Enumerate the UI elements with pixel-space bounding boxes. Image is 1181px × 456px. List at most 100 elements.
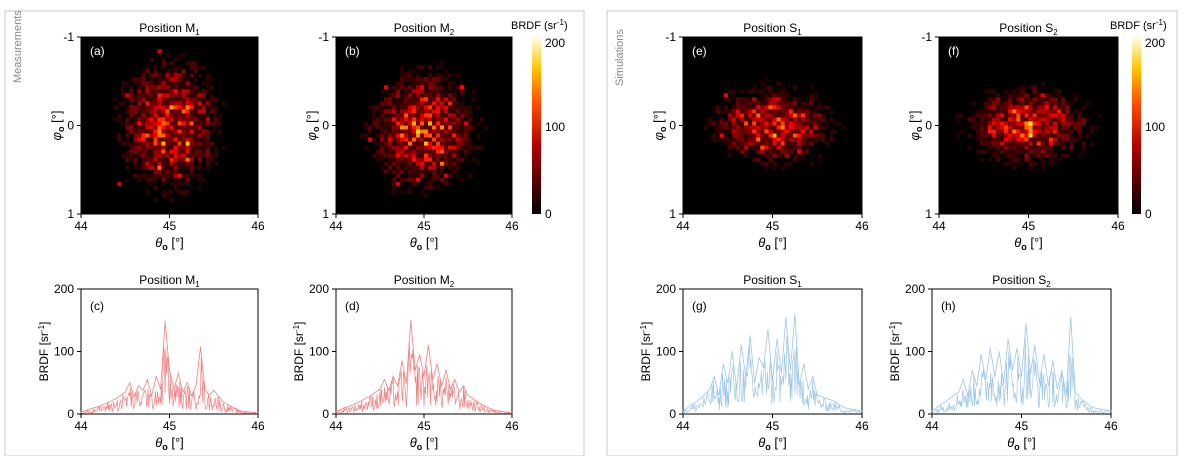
heatmap-cell [813, 109, 818, 114]
heatmap-cell [201, 93, 206, 98]
heatmap-cell [772, 161, 777, 167]
data-point [682, 410, 684, 412]
data-point [445, 369, 447, 371]
heatmap-cell [456, 133, 461, 138]
heatmap-cell [829, 117, 834, 122]
heatmap-cell [800, 117, 806, 122]
heatmap-cell [424, 137, 429, 142]
heatmap-cell [1056, 133, 1062, 138]
heatmap-cell [165, 73, 170, 78]
heatmap-cell [380, 145, 385, 150]
heatmap-cell [983, 121, 989, 126]
heatmap-cell [424, 105, 429, 110]
heatmap-cell [1004, 161, 1009, 167]
heatmap-cell [392, 129, 397, 134]
heatmap-cell [396, 153, 401, 158]
heatmap-cell [456, 141, 461, 146]
heatmap-cell [1040, 137, 1046, 142]
heatmap-cell [1020, 137, 1025, 142]
heatmap-cell [412, 169, 417, 175]
heatmap-cell [189, 169, 194, 175]
heatmap-cell [153, 133, 158, 138]
heatmap-cell [760, 93, 765, 98]
heatmap-cell [372, 117, 377, 122]
heatmap-cell [748, 125, 753, 130]
heatmap-cell [133, 93, 138, 98]
heatmap-cell [756, 109, 761, 114]
heatmap-cell [1032, 141, 1037, 146]
heatmap-cell [776, 125, 781, 130]
heatmap-cell [428, 157, 433, 162]
heatmap-cell [432, 173, 437, 179]
heatmap-cell [1065, 129, 1070, 134]
heatmap-cell [723, 141, 729, 146]
heatmap-cell [784, 117, 790, 122]
heatmap-cell [1056, 157, 1062, 162]
heatmap-cell [1052, 153, 1058, 158]
heatmap-cell [400, 113, 405, 118]
heatmap-cell [193, 69, 198, 74]
heatmap-cell [392, 105, 397, 110]
heatmap-cell [169, 133, 174, 138]
heatmap-cell [752, 97, 757, 102]
heatmap-cell [784, 109, 790, 114]
heatmap-cell [193, 165, 198, 171]
heatmap-cell [428, 141, 433, 146]
heatmap-cell [448, 113, 453, 118]
heatmap-cell [764, 93, 769, 98]
heatmap-cell [412, 149, 417, 154]
heatmap-cell [719, 129, 724, 134]
heatmap-cell [436, 173, 441, 179]
heatmap-cell [764, 153, 769, 158]
heatmap-cell [739, 145, 745, 150]
heatmap-cell [456, 105, 461, 110]
data-point [825, 397, 827, 399]
heatmap-cell [452, 145, 457, 150]
heatmap-cell [744, 109, 749, 114]
heatmap-cell [780, 153, 786, 158]
heatmap-cell [1024, 149, 1029, 154]
heatmap-cell [137, 121, 142, 126]
data-point [1047, 385, 1049, 387]
heatmap-cell [165, 101, 170, 106]
simulations-group-label: Simulations [614, 29, 626, 86]
heatmap-cell [1065, 133, 1070, 138]
colorbar-gradient [532, 37, 541, 214]
heatmap-cell [412, 85, 417, 90]
heatmap-cell [400, 129, 405, 134]
heatmap-cell [404, 153, 409, 158]
heatmap-cell [432, 105, 437, 110]
heatmap-cell [784, 93, 790, 98]
heatmap-cell [157, 117, 162, 122]
heatmap-cell [739, 129, 745, 134]
heatmap-cell [169, 197, 174, 203]
heatmap-cell [388, 85, 393, 90]
heatmap-cell [137, 101, 142, 106]
heatmap-cell [141, 77, 146, 82]
heatmap-cell [173, 145, 178, 150]
y-axis-label: φo [°] [304, 110, 321, 140]
heatmap-cell [959, 129, 964, 134]
heatmap-cell [1016, 137, 1021, 142]
heatmap-cell [145, 149, 150, 154]
heatmap-cell [193, 173, 198, 179]
data-point [441, 385, 443, 387]
heatmap-cell [1048, 145, 1054, 150]
heatmap-cell [117, 113, 122, 118]
data-point [749, 335, 751, 337]
heatmap-cell [448, 121, 453, 126]
heatmap-cell [173, 97, 178, 102]
heatmap-cell [133, 141, 138, 146]
heatmap-cell [1056, 109, 1062, 114]
heatmap-cell [1081, 149, 1086, 154]
heatmap-cell [440, 165, 445, 171]
heatmap-cell [201, 89, 206, 94]
heatmap-cell [173, 113, 178, 118]
heatmap-cell [169, 61, 174, 66]
heatmap-cell [829, 129, 834, 134]
heatmap-cell [145, 173, 150, 179]
data-point [745, 376, 747, 377]
heatmap-cell [185, 133, 190, 138]
heatmap-cell [1024, 153, 1029, 158]
heatmap-cell [987, 125, 993, 130]
